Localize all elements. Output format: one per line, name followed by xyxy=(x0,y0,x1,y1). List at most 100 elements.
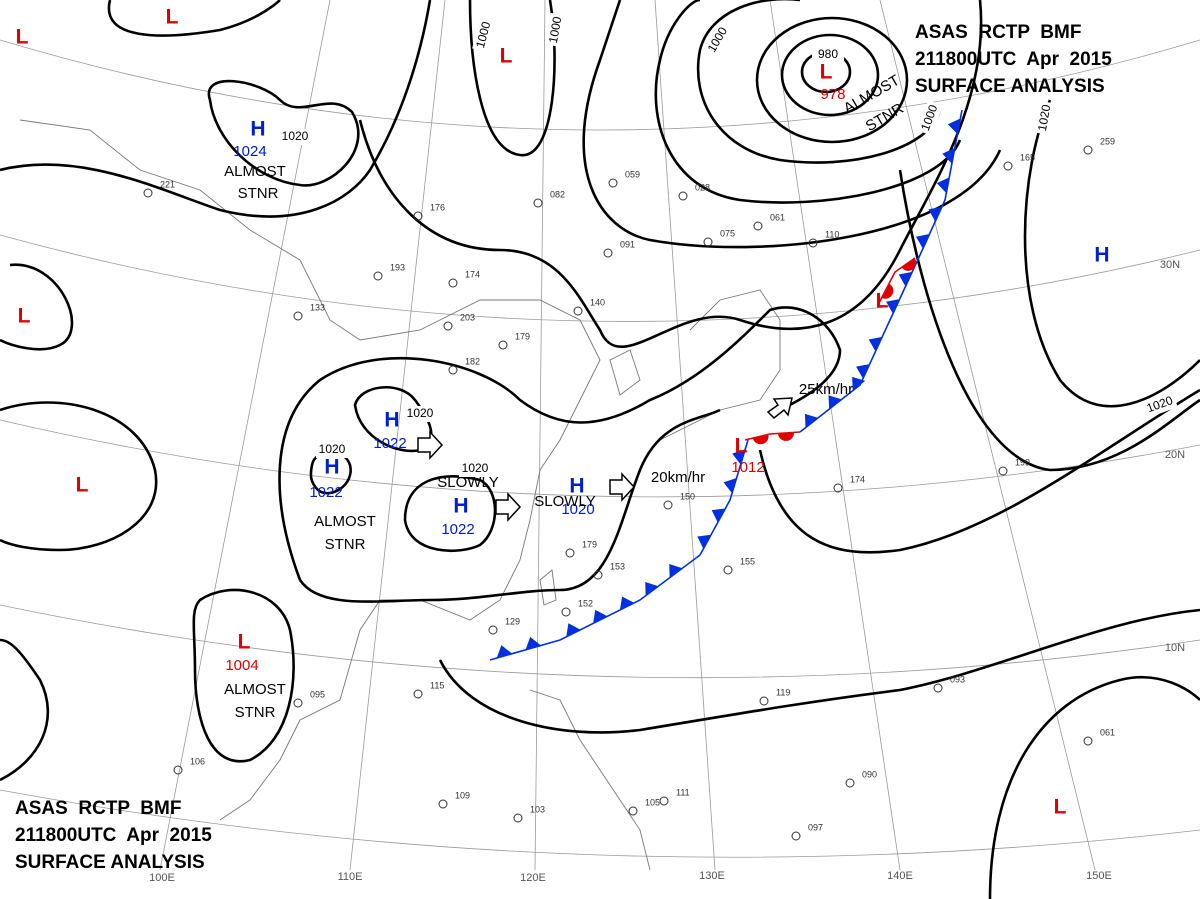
station-marker xyxy=(1083,145,1093,155)
station-marker xyxy=(723,565,733,575)
cold-front-pip xyxy=(936,177,950,194)
island xyxy=(539,569,557,606)
station-pressure: 110 xyxy=(825,229,839,239)
meridian xyxy=(769,0,901,871)
station-marker xyxy=(628,806,638,816)
station-marker xyxy=(448,278,458,288)
graticule-label: 140E xyxy=(887,870,913,882)
station-pressure: 174 xyxy=(850,474,865,484)
warm-front-pip xyxy=(752,434,769,445)
station-pressure: 082 xyxy=(550,189,565,199)
isobar-label: 1000 xyxy=(473,20,494,50)
center-symbol: H xyxy=(250,118,265,141)
parallel xyxy=(0,604,1200,679)
cold-front-pip xyxy=(711,508,726,523)
station-pressure: 119 xyxy=(776,687,790,697)
cold-front-pip xyxy=(732,449,746,465)
station-marker xyxy=(678,191,688,201)
isobar-label-bg xyxy=(1034,100,1056,136)
warm-front-pip xyxy=(881,283,894,299)
isobar-label-bg xyxy=(316,442,348,458)
annotation: ALMOST xyxy=(314,513,376,530)
station-marker xyxy=(998,466,1008,476)
isobar xyxy=(755,16,909,144)
station-marker xyxy=(703,237,713,247)
annotation: SLOWLY xyxy=(437,474,498,491)
isobar xyxy=(898,169,1200,472)
annotation: STNR xyxy=(238,185,279,202)
cold-front-pip xyxy=(566,623,581,637)
cold-front-pip xyxy=(852,376,866,391)
station-marker xyxy=(533,198,543,208)
coastlines xyxy=(19,119,781,871)
isobar xyxy=(654,0,962,204)
station-marker xyxy=(448,365,458,375)
center-pressure: 1024 xyxy=(233,143,266,160)
annotation: ALMOST xyxy=(224,681,286,698)
fronts xyxy=(489,109,963,661)
station-pressure: 061 xyxy=(770,212,785,222)
isobar-label-bg xyxy=(545,12,567,48)
isobar-label: 1020 xyxy=(462,461,489,475)
cold-front-pip xyxy=(593,609,608,624)
isobar xyxy=(192,588,295,763)
center-symbol: L xyxy=(876,290,889,313)
annotation: 20km/hr xyxy=(651,469,705,486)
station-marker xyxy=(513,813,523,823)
center-symbol: H xyxy=(324,456,339,479)
station-marker xyxy=(573,306,583,316)
parallel xyxy=(0,789,1200,858)
station-marker xyxy=(438,799,448,809)
cold-front-pip xyxy=(697,534,712,549)
center-symbol: L xyxy=(820,61,833,84)
isobar xyxy=(0,401,158,552)
isobar xyxy=(758,388,1200,554)
cold-front-pip xyxy=(669,564,683,578)
station-pressure: 090 xyxy=(862,769,877,779)
cold-front-pip xyxy=(928,206,942,222)
station-marker xyxy=(759,696,769,706)
cold-front xyxy=(489,439,749,661)
isobar xyxy=(403,475,497,553)
station-marker xyxy=(143,188,153,198)
station-pressure: 140 xyxy=(590,297,605,307)
isobar xyxy=(207,79,360,187)
graticule-label: 20N xyxy=(1165,449,1185,461)
annotation: SLOWLY xyxy=(534,493,595,510)
cold-front-pip xyxy=(645,582,659,596)
cold-front-pip xyxy=(868,336,883,352)
station-pressure: 155 xyxy=(740,556,755,566)
graticule-label: 150E xyxy=(1086,870,1112,882)
station-marker xyxy=(413,689,423,699)
center-symbol: L xyxy=(238,631,251,654)
station-pressure: 179 xyxy=(515,331,530,341)
isobar xyxy=(353,386,433,453)
station-pressure: 259 xyxy=(1100,136,1115,146)
station-pressure: 221 xyxy=(160,179,175,189)
motion-arrow xyxy=(417,430,444,460)
annotation: STNR xyxy=(325,536,366,553)
annotation: ALMOST xyxy=(224,163,286,180)
coast xyxy=(19,119,601,821)
center-symbol: H xyxy=(569,475,584,498)
cold-front-pip xyxy=(496,645,513,659)
header-line: 211800UTC Apr 2015 xyxy=(15,825,212,846)
station-pressure: 133 xyxy=(310,302,325,312)
annotation: STNR xyxy=(235,704,276,721)
parallel xyxy=(0,39,1200,131)
station-marker xyxy=(663,500,673,510)
coast xyxy=(529,689,651,871)
isobar-label-bg xyxy=(279,129,311,145)
cold-front-pip xyxy=(942,147,955,164)
station-pressure: 150 xyxy=(680,491,695,501)
cold-front-pip xyxy=(898,271,913,287)
isobar xyxy=(298,408,721,603)
center-pressure: 1004 xyxy=(225,657,258,674)
station-marker xyxy=(293,311,303,321)
isobar-label-bg xyxy=(703,22,733,58)
center-symbol: L xyxy=(76,474,89,497)
center-pressure: 1022 xyxy=(441,521,474,538)
